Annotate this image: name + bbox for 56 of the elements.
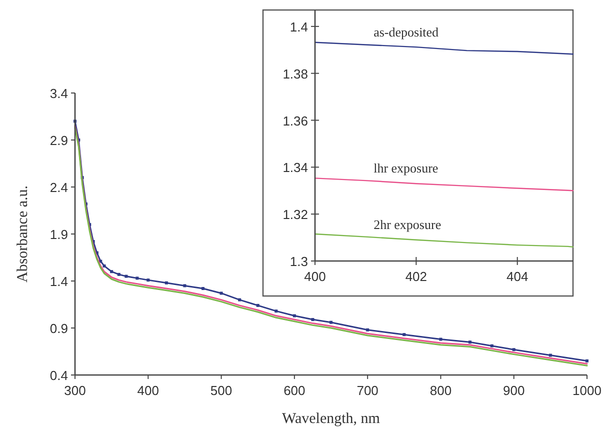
series-label: 2hr exposure (374, 216, 442, 232)
y-tick-label: 1.36 (282, 113, 308, 128)
x-tick-label: 900 (503, 383, 525, 398)
y-tick-label: 1.3 (290, 254, 308, 269)
y-tick-label: 3.4 (50, 86, 68, 101)
y-tick-label: 1.38 (282, 66, 308, 82)
y-tick-label: 2.9 (50, 133, 68, 148)
point (468, 340, 472, 344)
point (548, 354, 552, 357)
y-tick-label: 1.32 (282, 207, 308, 222)
point (274, 310, 278, 313)
point (292, 314, 296, 318)
y-tick-label: 2.4 (50, 180, 68, 195)
x-tick-label: 600 (284, 383, 306, 398)
point (164, 281, 168, 284)
x-tick-label: 400 (137, 383, 159, 398)
y-tick-label: 1.4 (50, 274, 68, 289)
point (202, 287, 204, 290)
x-tick-label: 402 (405, 269, 428, 284)
point (220, 292, 223, 295)
point (124, 274, 128, 278)
x-axis-title: Wavelength, nm (282, 411, 380, 427)
y-tick-label: 0.9 (50, 321, 68, 336)
line-series (314, 178, 574, 192)
point (110, 270, 114, 274)
x-tick-label: 800 (430, 383, 452, 398)
x-tick-label: 400 (304, 269, 326, 284)
point (490, 344, 494, 348)
y-tick-label: 1.9 (50, 227, 68, 242)
x-tick-label: 300 (64, 383, 86, 398)
point (146, 278, 150, 282)
point (102, 264, 106, 268)
point (512, 348, 516, 352)
y-tick-label: 1.34 (282, 160, 308, 176)
point (330, 320, 332, 324)
point (136, 276, 139, 280)
point (117, 272, 120, 276)
point (366, 328, 370, 332)
point (256, 304, 260, 307)
y-axis-title: Absorbance a.u. (15, 185, 31, 283)
point (586, 359, 588, 362)
point (238, 298, 242, 302)
line-series (314, 42, 574, 55)
point (439, 338, 442, 341)
point (183, 284, 186, 288)
series-label: lhr exposure (374, 160, 438, 176)
point (402, 333, 406, 336)
line-series (314, 233, 574, 248)
x-tick-label: 500 (210, 383, 232, 398)
x-tick-label: 700 (356, 383, 378, 398)
series-label: as-deposited (374, 24, 440, 40)
x-tick-label: 404 (506, 269, 528, 284)
x-tick-label: 1000 (572, 383, 602, 398)
y-tick-label: 0.4 (50, 368, 68, 383)
point (311, 318, 314, 322)
y-tick-label: 1.4 (290, 19, 308, 34)
